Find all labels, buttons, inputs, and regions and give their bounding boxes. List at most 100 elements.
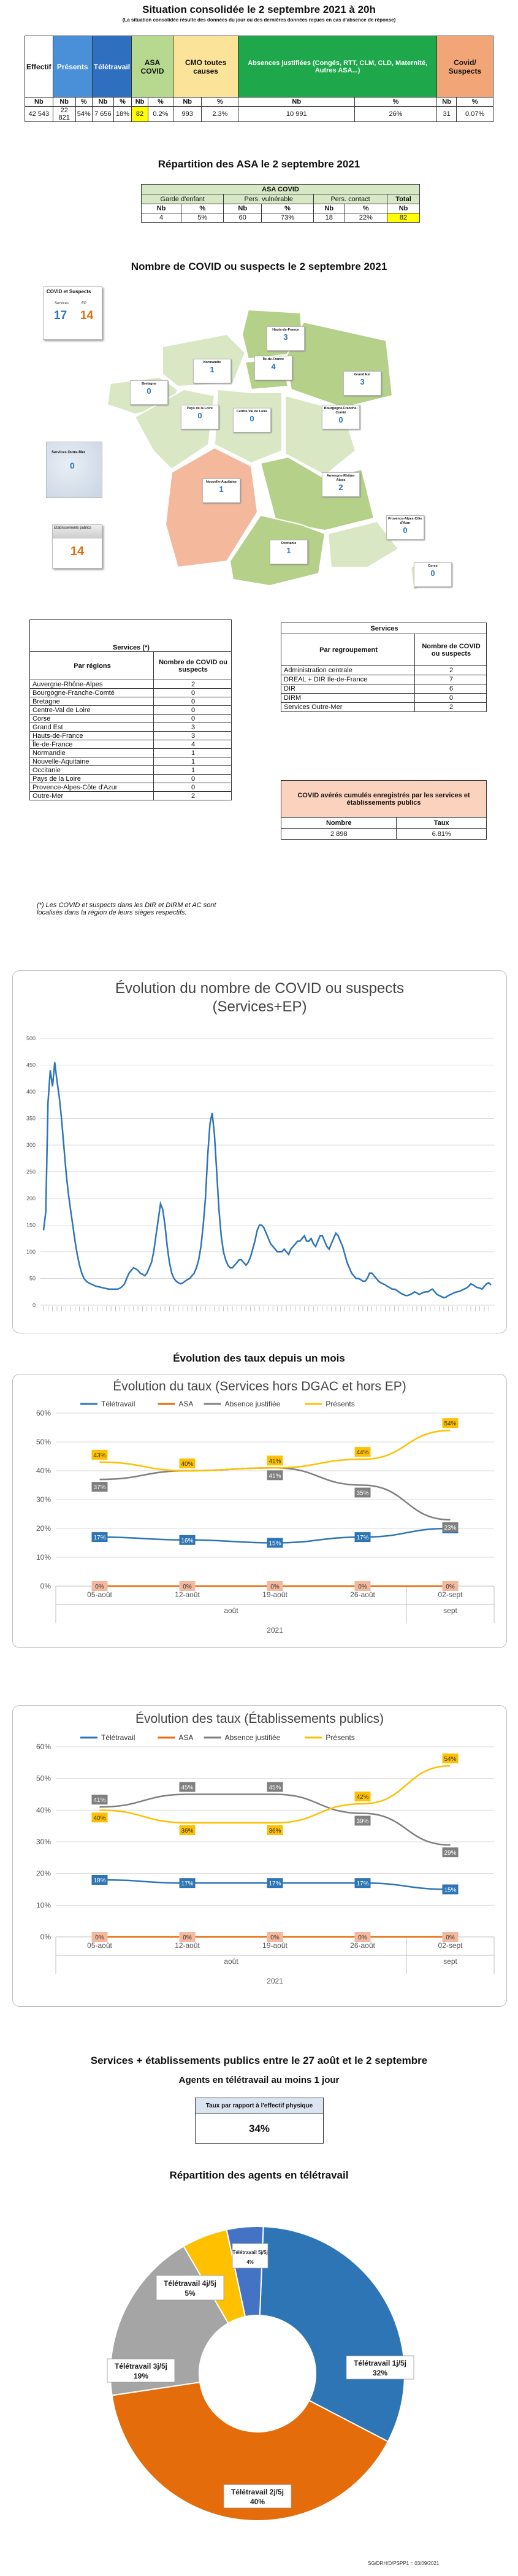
region-label-value: 2 — [338, 483, 343, 492]
tele-rate-label: Taux par rapport à l'effectif physique — [195, 2098, 324, 2114]
data-label-box — [267, 1455, 283, 1466]
table-row: Île-de-France 4 — [29, 740, 232, 749]
x-group-label: août — [224, 1957, 238, 1966]
subheader-cell: % — [147, 97, 173, 107]
pie-slice-value: 5% — [185, 2289, 196, 2298]
region-label-name: Pays de la Loire — [187, 407, 213, 410]
pie-title: Répartition des agents en télétravail — [169, 2169, 349, 2181]
asa-subheader: % — [344, 204, 388, 213]
table-row: Bourgogne-Franche-Comté 0 — [29, 688, 232, 697]
chart2-svg: Télétravail ASA Absence justifiée Présents 0… — [36, 1400, 495, 1635]
region-count: 2 — [153, 680, 232, 689]
legend-label: Absence justifiée — [225, 1400, 281, 1408]
data-label: 15% — [269, 1541, 281, 1547]
region-label-value: 0 — [197, 411, 202, 420]
data-label: 0% — [95, 1584, 104, 1590]
table-row: Nouvelle-Aquitaine 1 — [29, 757, 232, 766]
y-tick-label: 40% — [36, 1466, 51, 1475]
map-legend-title: COVID et Suspects — [47, 289, 91, 294]
table-row: DIRM 0 — [281, 693, 487, 703]
services-groups-col1: Par regroupement — [281, 634, 415, 666]
region-name: Occitanie — [29, 765, 154, 775]
region-label-box: Normandie 1 — [193, 359, 231, 383]
region-count: 2 — [153, 791, 232, 800]
region-label-box: Pays de la Loire 0 — [181, 405, 219, 429]
data-label-box — [267, 1538, 283, 1548]
data-label: 41% — [93, 1797, 105, 1804]
data-label: 17% — [356, 1535, 368, 1541]
region-label-box: Île-de-France 4 — [254, 356, 292, 380]
asa-value: 73% — [261, 213, 314, 223]
table-row: Pays de la Loire 0 — [29, 774, 232, 783]
map-legend-ep-label: EP — [82, 302, 87, 305]
legend-label: ASA — [178, 1400, 193, 1408]
data-label: 40% — [93, 1815, 105, 1822]
data-label-box — [91, 1812, 108, 1823]
map-legend: COVID et Suspects Services EP 17 14 — [43, 286, 102, 340]
pie-slice — [111, 2381, 389, 2521]
y-tick-label: 0% — [40, 1933, 51, 1941]
etab-box: Etablissements publics 14 — [52, 524, 102, 569]
y-tick-label: 100 — [26, 1249, 36, 1255]
col-absences: Absences justifiées (Congés, RTT, CLM, C… — [238, 36, 437, 98]
region-label-box: Grand Est 3 — [343, 371, 381, 396]
data-label: 54% — [444, 1420, 456, 1427]
value-cell: 0.2% — [147, 106, 173, 122]
table-row: Bretagne 0 — [29, 697, 232, 706]
tele-title: Services + établissements publics entre … — [90, 2055, 428, 2066]
data-label-box — [179, 1878, 196, 1888]
table-row: Auvergne-Rhône-Alpes 2 — [29, 680, 232, 689]
data-label: 41% — [269, 1473, 281, 1479]
data-label: 45% — [181, 1785, 193, 1792]
y-tick-label: 400 — [26, 1089, 36, 1095]
region-paca — [327, 520, 400, 568]
region-name: Centre-Val de Loire — [29, 705, 154, 715]
asa-value: 22% — [344, 213, 388, 223]
data-label-box — [179, 1932, 196, 1942]
pie-chart-svg: Télétravail 1j/5j 32% Télétravail 2j/5j40%… — [107, 2226, 414, 2521]
table-row: DIR 6 — [281, 684, 487, 694]
x-tick-label: 12-août — [175, 1590, 200, 1599]
region-count: 0 — [153, 714, 232, 723]
x-tick-label: 19-août — [262, 1590, 288, 1599]
etab-value: 14 — [70, 545, 85, 558]
subheader-cell: Nb — [238, 97, 356, 107]
services-groups-body: Administration centrale 2 DREAL + DIR Ile-… — [281, 665, 487, 712]
data-label: 44% — [356, 1449, 368, 1456]
value-cell: 54% — [75, 106, 93, 122]
data-label-box — [354, 1878, 371, 1888]
region-label-name: Auvergne-Rhône-Alpes — [326, 474, 356, 482]
asa-head: ASA COVID — [141, 184, 420, 194]
y-tick-label: 500 — [26, 1035, 36, 1041]
data-label: 16% — [181, 1538, 193, 1544]
region-label-box: Bourgogne-Franche-Comté 0 — [322, 405, 360, 429]
series-line — [99, 1765, 451, 1824]
data-label-box — [91, 1482, 108, 1492]
legend-label: Télétravail — [101, 1400, 135, 1408]
data-label-box — [354, 1532, 371, 1543]
region-label-name: Corse — [428, 564, 438, 568]
data-label: 0% — [270, 1934, 280, 1941]
data-label-box — [442, 1884, 459, 1895]
data-label: 17% — [269, 1880, 281, 1887]
value-cell: 42 543 — [25, 106, 53, 122]
data-label-box — [91, 1932, 108, 1942]
asa-subheader: % — [261, 204, 314, 213]
y-tick-label: 20% — [36, 1869, 51, 1878]
page-title: Situation consolidée le 2 septembre 2021… — [142, 4, 376, 15]
legend-label: Absence justifiée — [225, 1733, 281, 1742]
data-label: 0% — [183, 1934, 192, 1941]
region-name: Bretagne — [29, 697, 154, 706]
region-count: 4 — [153, 740, 232, 749]
value-cell: 18% — [113, 106, 132, 122]
map-legend-services-label: Services — [55, 302, 69, 305]
cumul-nombre: 2 898 — [280, 828, 397, 840]
region-label-name: Bourgogne-Franche-Comté — [324, 407, 358, 415]
value-cell: 10 991 — [238, 106, 356, 122]
x-tick-label: 05-août — [87, 1941, 112, 1950]
legend-label: Présents — [326, 1400, 354, 1408]
data-label: 15% — [444, 1887, 456, 1894]
data-label: 41% — [269, 1458, 281, 1465]
region-label-box: Centre-Val de Loire 0 — [233, 408, 271, 432]
region-name: Nouvelle-Aquitaine — [29, 757, 154, 766]
